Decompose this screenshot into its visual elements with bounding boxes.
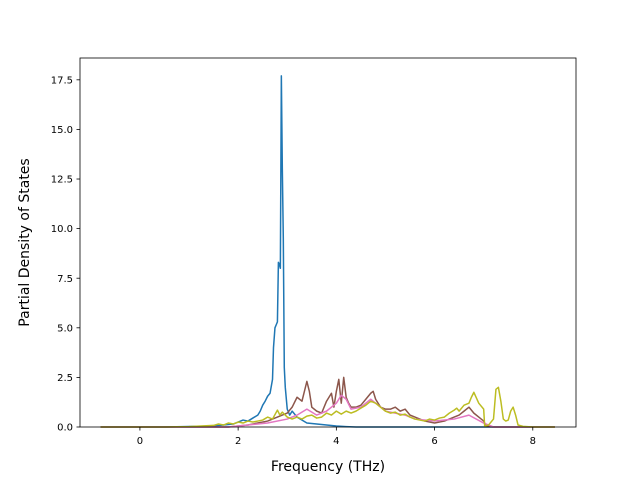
x-tick-label: 6 <box>431 436 437 447</box>
plot-frame <box>79 57 577 428</box>
y-tick-label: 2.5 <box>57 373 73 384</box>
series-line-1 <box>100 75 555 428</box>
y-tick-label: 17.5 <box>51 75 73 86</box>
x-axis-label: Frequency (THz) <box>271 459 385 475</box>
x-tick-label: 8 <box>530 436 536 447</box>
y-tick-label: 12.5 <box>51 175 73 186</box>
x-tick-label: 2 <box>235 436 241 447</box>
y-axis-label: Partial Density of States <box>17 158 33 326</box>
series-layer <box>100 75 555 428</box>
y-tick-label: 5.0 <box>57 323 73 334</box>
y-tick-label: 10.0 <box>51 224 73 235</box>
y-tick-label: 7.5 <box>57 274 73 285</box>
series-line-2 <box>100 376 555 428</box>
tick-layer: 0 2 4 6 8 0.0 2.5 5.0 7.5 10.0 12.5 15.0 17.5 <box>51 75 536 447</box>
y-tick-label: 0.0 <box>57 423 73 434</box>
y-tick-label: 15.0 <box>51 125 73 136</box>
x-tick-label: 4 <box>333 436 339 447</box>
series-line-4 <box>100 386 555 428</box>
x-tick-label: 0 <box>137 436 143 447</box>
